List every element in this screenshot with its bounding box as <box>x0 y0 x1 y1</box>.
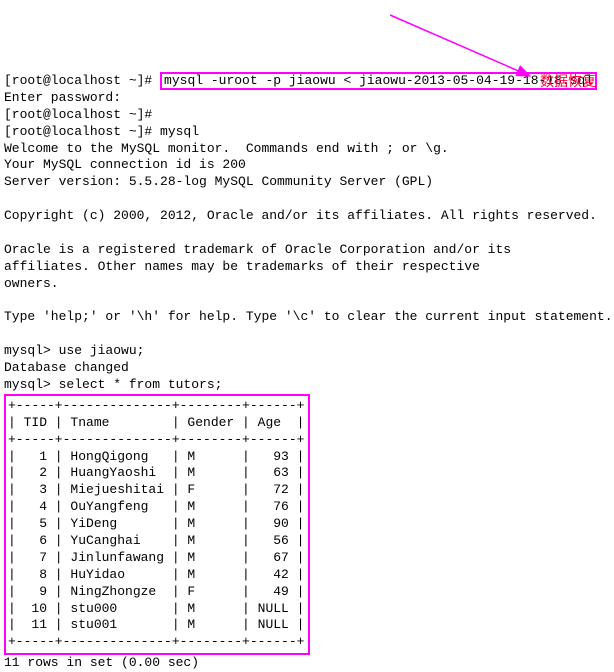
welcome-3: Server version: 5.5.28-log MySQL Communi… <box>4 174 433 189</box>
table-row: | 2 | HuangYaoshi | M | 63 | <box>8 465 304 480</box>
blank <box>4 225 12 240</box>
blank <box>4 326 12 341</box>
table-row: | 11 | stu001 | M | NULL | <box>8 617 304 632</box>
table-border: +-----+--------------+--------+------+ <box>8 398 304 413</box>
table-border: +-----+--------------+--------+------+ <box>8 432 304 447</box>
welcome-2: Your MySQL connection id is 200 <box>4 157 246 172</box>
prompt-line-3: [root@localhost ~]# mysql <box>4 124 199 139</box>
table-row: | 7 | Jinlunfawang | M | 67 | <box>8 550 304 565</box>
trademark-1: Oracle is a registered trademark of Orac… <box>4 242 511 257</box>
restore-command-highlight: mysql -uroot -p jiaowu < jiaowu-2013-05-… <box>160 72 597 90</box>
table-header: | TID | Tname | Gender | Age | <box>8 415 304 430</box>
welcome-1: Welcome to the MySQL monitor. Commands e… <box>4 141 449 156</box>
trademark-2: affiliates. Other names may be trademark… <box>4 259 480 274</box>
select-command: mysql> select * from tutors; <box>4 377 222 392</box>
table-row: | 3 | Miejueshitai | F | 72 | <box>8 482 304 497</box>
copyright: Copyright (c) 2000, 2012, Oracle and/or … <box>4 208 597 223</box>
rows-count: 11 rows in set (0.00 sec) <box>4 655 199 670</box>
blank <box>4 293 12 308</box>
use-command: mysql> use jiaowu; <box>4 343 144 358</box>
table-row: | 9 | NingZhongze | F | 49 | <box>8 584 304 599</box>
trademark-3: owners. <box>4 276 59 291</box>
prompt-line-2: [root@localhost ~]# <box>4 107 152 122</box>
db-changed: Database changed <box>4 360 129 375</box>
table-row: | 4 | OuYangfeng | M | 76 | <box>8 499 304 514</box>
restore-command: mysql -uroot -p jiaowu < jiaowu-2013-05-… <box>164 73 593 88</box>
blank <box>4 191 12 206</box>
enter-password: Enter password: <box>4 90 121 105</box>
prompt-line-1: [root@localhost ~]# mysql -uroot -p jiao… <box>4 73 597 88</box>
table-row: | 5 | YiDeng | M | 90 | <box>8 516 304 531</box>
annotation-label: 数据恢复 <box>540 72 596 90</box>
table-row: | 6 | YuCanghai | M | 56 | <box>8 533 304 548</box>
help-line: Type 'help;' or '\h' for help. Type '\c'… <box>4 309 613 324</box>
shell-prompt: [root@localhost ~]# <box>4 73 152 88</box>
table-row: | 1 | HongQigong | M | 93 | <box>8 449 304 464</box>
table-row: | 10 | stu000 | M | NULL | <box>8 601 304 616</box>
result-table-highlight: +-----+--------------+--------+------+ |… <box>4 394 310 655</box>
table-border: +-----+--------------+--------+------+ <box>8 634 304 649</box>
table-row: | 8 | HuYidao | M | 42 | <box>8 567 304 582</box>
